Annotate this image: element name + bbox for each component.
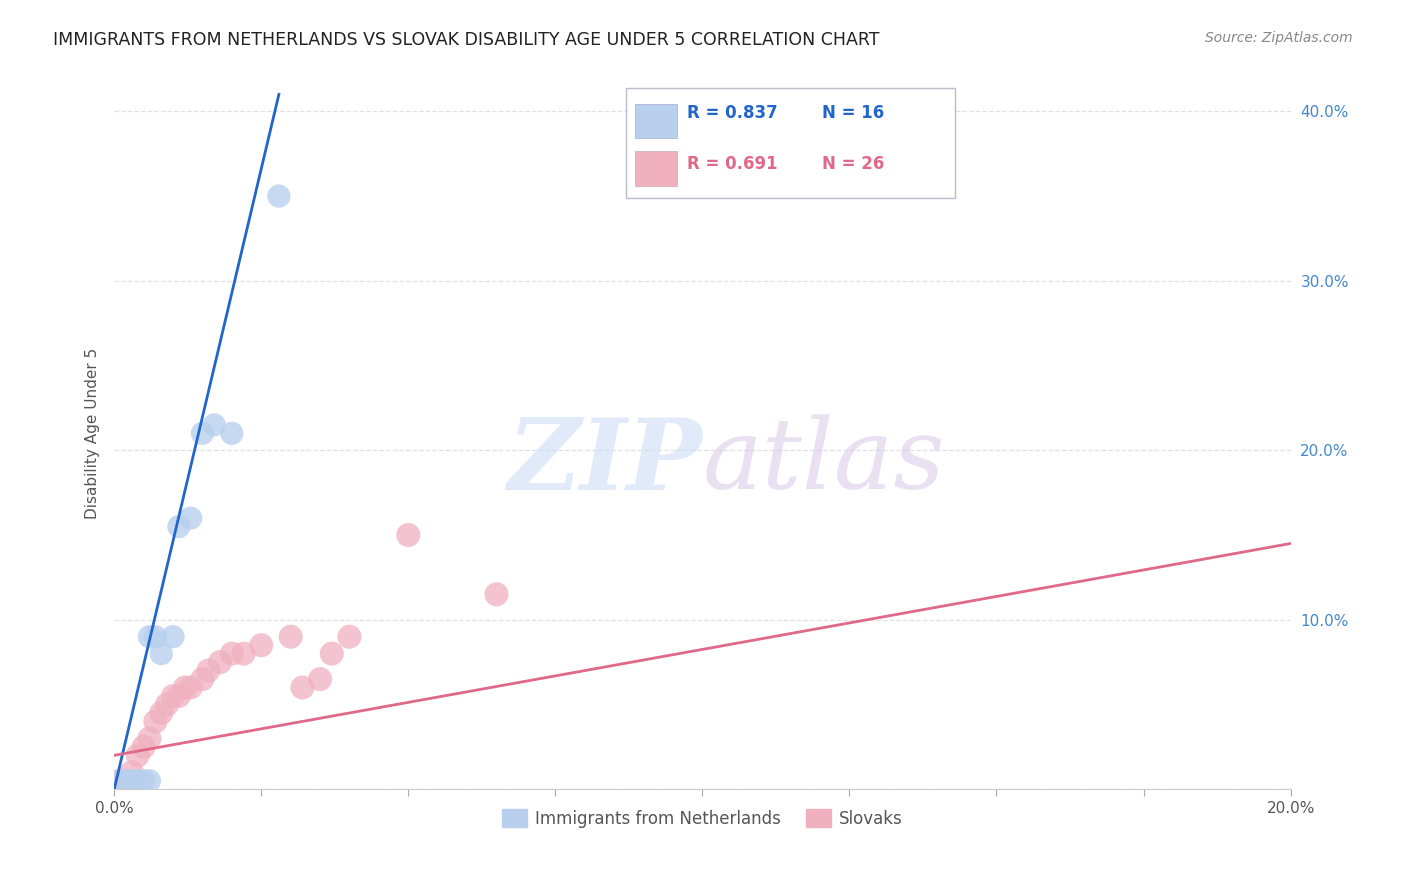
Point: [321, 647, 343, 661]
Point: [108, 773, 131, 788]
Point: [162, 689, 184, 703]
Point: [267, 189, 290, 203]
Point: [145, 630, 167, 644]
Text: IMMIGRANTS FROM NETHERLANDS VS SLOVAK DISABILITY AGE UNDER 5 CORRELATION CHART: IMMIGRANTS FROM NETHERLANDS VS SLOVAK DI…: [53, 31, 880, 49]
Text: R = 0.837: R = 0.837: [688, 104, 778, 122]
Point: [150, 706, 173, 720]
Point: [221, 647, 243, 661]
Point: [162, 630, 184, 644]
Point: [191, 426, 214, 441]
Point: [127, 748, 149, 763]
Point: [209, 655, 232, 669]
Point: [156, 698, 179, 712]
Point: [115, 773, 138, 788]
Text: ZIP: ZIP: [508, 414, 703, 510]
Point: [132, 739, 155, 754]
Point: [138, 731, 160, 746]
Point: [138, 630, 160, 644]
Point: [339, 630, 361, 644]
Point: [127, 773, 149, 788]
Point: [180, 681, 202, 695]
Text: N = 26: N = 26: [823, 155, 884, 173]
FancyBboxPatch shape: [636, 103, 676, 138]
Point: [121, 765, 143, 780]
Point: [167, 689, 190, 703]
Point: [191, 672, 214, 686]
Point: [121, 773, 143, 788]
FancyBboxPatch shape: [636, 152, 676, 186]
Point: [167, 519, 190, 533]
Text: R = 0.691: R = 0.691: [688, 155, 778, 173]
Point: [291, 681, 314, 695]
Point: [232, 647, 254, 661]
Point: [197, 664, 219, 678]
Point: [202, 417, 225, 432]
Point: [108, 773, 131, 788]
Text: N = 16: N = 16: [823, 104, 884, 122]
Legend: Immigrants from Netherlands, Slovaks: Immigrants from Netherlands, Slovaks: [495, 803, 910, 834]
FancyBboxPatch shape: [626, 88, 955, 198]
Point: [173, 681, 195, 695]
Point: [115, 773, 138, 788]
Point: [145, 714, 167, 729]
Point: [280, 630, 302, 644]
Point: [138, 773, 160, 788]
Point: [485, 587, 508, 601]
Text: atlas: atlas: [703, 414, 945, 509]
Point: [221, 426, 243, 441]
Point: [132, 773, 155, 788]
Y-axis label: Disability Age Under 5: Disability Age Under 5: [86, 348, 100, 519]
Point: [396, 528, 419, 542]
Text: Source: ZipAtlas.com: Source: ZipAtlas.com: [1205, 31, 1353, 45]
Point: [180, 511, 202, 525]
Point: [250, 638, 273, 652]
Point: [150, 647, 173, 661]
Point: [309, 672, 332, 686]
